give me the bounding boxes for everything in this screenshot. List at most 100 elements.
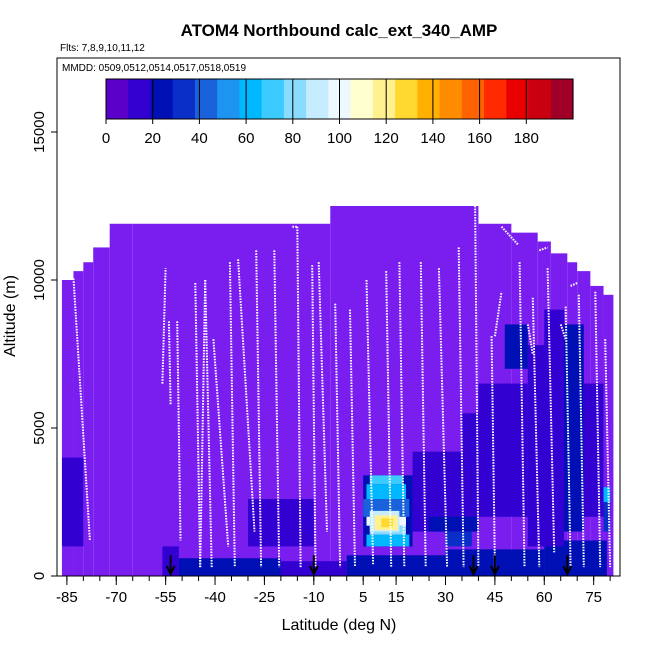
colorbar-swatch <box>350 79 374 119</box>
x-tick-label: 75 <box>585 589 602 606</box>
flight-profile-line <box>334 303 342 568</box>
arrow-head <box>562 565 573 577</box>
colorbar-swatch <box>194 79 218 119</box>
flight-profile-line <box>518 262 526 568</box>
flight-profile-line <box>228 262 236 568</box>
y-tick-label: 5000 <box>31 411 48 444</box>
flight-profile-line <box>457 247 465 568</box>
x-tick-label: 60 <box>536 589 553 606</box>
heatmap-cell <box>369 475 403 485</box>
colorbar-swatch <box>550 79 574 119</box>
y-axis-label: Altitude (m) <box>2 275 19 357</box>
arrow-head <box>308 565 319 577</box>
colorbar-swatch <box>506 79 530 119</box>
colorbar-tick-label: 40 <box>191 130 208 147</box>
flight-profile-line <box>255 250 263 568</box>
x-tick-label: 30 <box>437 589 454 606</box>
flight-profile-line <box>273 250 281 568</box>
colorbar-frame <box>105 78 574 120</box>
x-tick-label: -55 <box>155 589 177 606</box>
colorbar: 0 20 40 60 80 100 120 140 160 180 <box>102 78 574 147</box>
colorbar-swatch <box>239 79 263 119</box>
x-axis: -85 -70 -55 -40 -25 -10 5 15 30 45 60 75 <box>56 575 620 606</box>
y-tick-label: 0 <box>31 572 48 580</box>
flight-profile-line <box>317 262 328 532</box>
flight-profile-line <box>102 225 111 231</box>
flight-profile-line <box>538 246 548 252</box>
colorbar-ticks: 0 20 40 60 80 100 120 140 160 180 <box>102 79 539 147</box>
colorbar-tick-label: 140 <box>420 130 445 147</box>
heatmap-cell <box>366 484 406 500</box>
colorbar-swatch <box>106 79 129 119</box>
colorbar-swatch <box>283 79 307 119</box>
flight-profile-line <box>437 268 449 568</box>
heatmap-cell <box>445 531 472 547</box>
arrow-head <box>165 565 176 577</box>
colorbar-swatches <box>106 79 574 119</box>
heatmap-cell <box>429 516 479 532</box>
flight-profile-line <box>604 339 612 568</box>
flight-profile-line <box>237 259 256 532</box>
colorbar-swatch <box>128 79 152 119</box>
colorbar-tick-label: 120 <box>374 130 399 147</box>
flights-subtitle: Flts: 7,8,9,10,11,12 <box>60 43 145 54</box>
colorbar-tick-label: 180 <box>514 130 539 147</box>
colorbar-swatch <box>217 79 241 119</box>
heatmap-cell <box>527 345 565 547</box>
flight-profile-line <box>72 278 91 541</box>
dates-subtitle: MMDD: 0509,0512,0514,0517,0518,0519 <box>62 63 246 74</box>
flight-profile-line <box>594 291 602 568</box>
heatmap-cell <box>247 499 314 547</box>
heatmap-cell <box>109 223 133 576</box>
colorbar-tick-label: 100 <box>327 130 352 147</box>
x-axis-label: Latitude (deg N) <box>282 617 397 634</box>
y-axis: 0 5000 10000 15000 <box>31 111 57 580</box>
x-tick-label: -10 <box>303 589 325 606</box>
chart-title: ATOM4 Northbound calc_ext_340_AMP <box>181 21 498 40</box>
flight-profile-line <box>490 336 496 568</box>
flight-profile-line <box>349 309 356 568</box>
colorbar-tick-label: 0 <box>102 130 110 147</box>
heatmap-cell <box>346 555 446 576</box>
colorbar-tick-label: 60 <box>238 130 255 147</box>
x-tick-label: 15 <box>388 589 405 606</box>
colorbar-swatch <box>372 79 396 119</box>
colorbar-swatch <box>261 79 285 119</box>
flight-profile-line <box>296 226 302 568</box>
flight-profile-line <box>385 271 393 568</box>
flight-profile-line <box>526 324 534 355</box>
flight-profile-line <box>398 262 406 568</box>
heatmap-cell <box>61 457 84 547</box>
colorbar-swatch <box>484 79 507 119</box>
flight-profile-line <box>161 268 167 384</box>
heatmap-cell <box>544 309 565 354</box>
x-tick-label: 5 <box>359 589 367 606</box>
colorbar-swatch <box>528 79 552 119</box>
flight-profile-line <box>500 226 519 246</box>
heatmap-cell <box>603 294 614 576</box>
flight-profile-line <box>199 279 207 568</box>
y-tick-label: 10000 <box>31 259 48 301</box>
heatmap-cell <box>366 534 410 547</box>
flight-profile-line <box>531 297 541 568</box>
colorbar-tick-label: 160 <box>467 130 492 147</box>
flight-profile-line <box>90 229 104 243</box>
flight-profile-line <box>419 262 427 568</box>
colorbar-swatch <box>395 79 418 119</box>
colorbar-tick-label: 20 <box>144 130 161 147</box>
flight-profile-line <box>493 291 503 337</box>
flight-profile-line <box>212 339 230 547</box>
colorbar-swatch <box>417 79 441 119</box>
heatmap-cell <box>381 518 393 528</box>
heatmap-cell <box>504 324 528 369</box>
x-tick-label: -25 <box>254 589 276 606</box>
heatmap-cell <box>583 383 604 517</box>
flight-profile-line <box>570 282 578 287</box>
flight-profile-line <box>474 202 480 568</box>
flight-profiles <box>61 202 612 568</box>
flight-profile-line <box>176 321 182 541</box>
heatmap-cell <box>603 487 611 502</box>
flight-profile-line <box>204 279 213 568</box>
arrow-markers <box>165 555 573 577</box>
